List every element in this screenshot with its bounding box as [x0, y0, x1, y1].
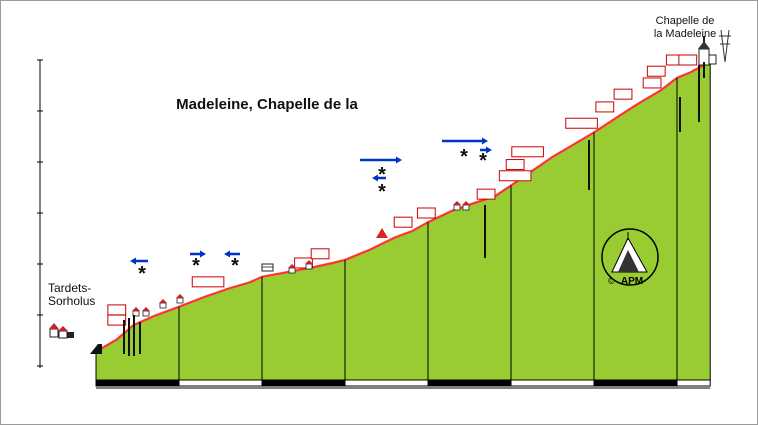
pass-marker-icon [376, 228, 388, 238]
segment-bar [178, 379, 263, 387]
wind-arrow-icon-head [130, 257, 136, 265]
start-label-line2: Sorholus [48, 294, 95, 308]
bridge-icon [90, 344, 102, 354]
segment-bar [510, 379, 595, 387]
grade-label-box [646, 65, 666, 77]
segment-bar [261, 379, 346, 387]
house-icon [305, 260, 313, 270]
summit-label-line2: la Madeleine [654, 28, 716, 40]
house-icon [261, 263, 274, 272]
segment-bar [427, 379, 512, 387]
wind-markers-group: * * **** *© [130, 137, 615, 286]
antenna-icon [719, 29, 731, 63]
wind-arrow-icon-head [200, 250, 206, 258]
copyright-icon: © [608, 276, 615, 286]
start-village-icon [49, 323, 74, 339]
summit-label-line1: Chapelle de [656, 15, 715, 27]
chart-title: Madeleine, Chapelle de la [176, 96, 358, 113]
grade-label-box [678, 54, 698, 66]
grade-label-box [107, 314, 127, 326]
grade-label-box [595, 101, 615, 113]
segment-bar [344, 379, 429, 387]
road-line [95, 62, 711, 353]
chapel-icon [698, 36, 717, 66]
grade-label-box [310, 248, 330, 260]
grade-label-box [505, 159, 525, 171]
grade-labels-group [107, 54, 698, 326]
grade-label-box [498, 170, 532, 182]
grade-label-box [393, 216, 413, 228]
apm-badge: APM [601, 228, 659, 287]
grade-label-box [613, 88, 633, 100]
wind-asterisk-icon: * [460, 146, 468, 168]
wind-arrow-icon-head [372, 174, 378, 182]
wind-asterisk-icon: * [192, 255, 200, 277]
grade-label-box [642, 77, 662, 89]
house-icon [132, 307, 150, 317]
segment-bar [593, 379, 678, 387]
wind-arrow-icon-head [396, 156, 402, 164]
grade-label-box [294, 257, 313, 269]
house-icon [288, 264, 296, 274]
wind-arrow-icon-head [486, 146, 492, 154]
grade-label-box [476, 188, 496, 200]
wind-asterisk-icon: * [378, 164, 386, 186]
grade-label-box [107, 304, 127, 316]
apm-badge-text: APM [621, 276, 643, 287]
house-icon [159, 299, 167, 309]
wind-asterisk-icon: * [138, 263, 146, 285]
grade-label-box [565, 117, 598, 129]
house-icon [453, 201, 470, 211]
segment-bar-group [95, 379, 711, 387]
grade-label-box [416, 207, 436, 219]
segment-bar [676, 379, 711, 387]
wind-asterisk-icon: * [231, 255, 239, 277]
wind-arrow-icon-head [482, 137, 488, 145]
y-axis-group [37, 59, 43, 368]
wind-asterisk-icon: * [378, 181, 386, 203]
wind-asterisk-icon: * [479, 150, 487, 172]
kilometre-lines-group [178, 77, 678, 380]
roadside-post-icon [484, 62, 705, 258]
segment-bar [95, 379, 180, 387]
house-icon [176, 294, 184, 304]
roadside-post-icon [123, 315, 141, 356]
grade-label-box [511, 146, 544, 158]
wind-arrow-icon-head [224, 250, 230, 258]
grade-label-box [191, 276, 225, 288]
start-label-line1: Tardets- [48, 281, 91, 295]
